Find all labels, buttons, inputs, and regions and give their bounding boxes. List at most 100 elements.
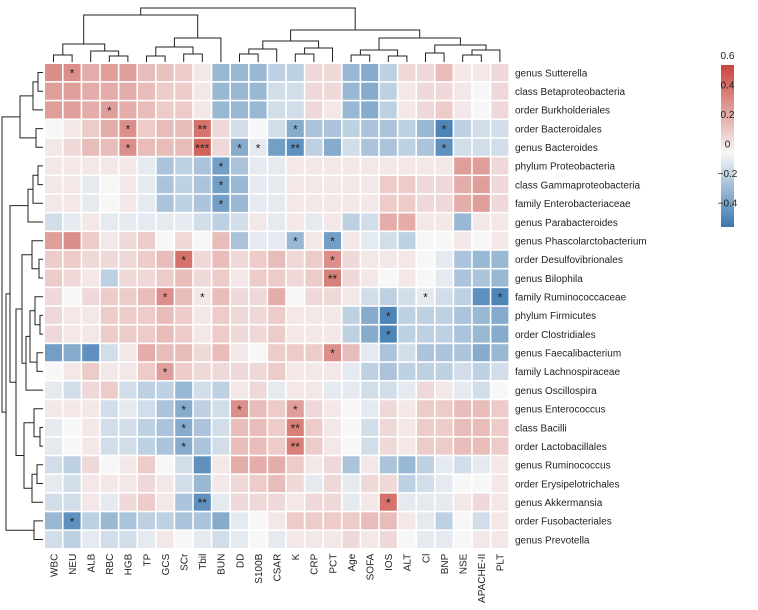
heatmap-cell <box>175 531 193 549</box>
heatmap-cell <box>175 512 193 530</box>
heatmap-cell <box>361 250 379 268</box>
heatmap-cell <box>45 474 62 493</box>
heatmap-cell <box>417 64 434 82</box>
heatmap-cell <box>342 362 360 380</box>
significance-markers: *** ** * ** *** * * ** ***** ** **** * * ****** * ** ***… <box>70 67 503 529</box>
heatmap-cell <box>454 512 472 530</box>
heatmap-cell <box>435 250 453 268</box>
heatmap-cell <box>249 269 267 287</box>
heatmap-cell <box>435 213 453 231</box>
heatmap-cell <box>63 232 81 250</box>
heatmap-cell <box>435 157 453 175</box>
heatmap-cell <box>361 213 379 231</box>
column-label: IOS <box>384 553 395 571</box>
heatmap-cell <box>249 325 267 343</box>
dendrogram-link <box>108 55 129 62</box>
heatmap-cell <box>472 512 490 530</box>
column-label: BNP <box>440 553 451 574</box>
heatmap-cell <box>231 344 248 362</box>
heatmap-cell <box>212 456 230 474</box>
row-label: class Betaproteobacteria <box>515 87 626 98</box>
heatmap-cell <box>119 362 137 380</box>
significance-star: * <box>386 496 391 510</box>
heatmap-cell <box>45 400 62 418</box>
heatmap-cell <box>231 138 248 156</box>
heatmap-cell <box>119 250 137 268</box>
heatmap-cell <box>286 493 304 511</box>
heatmap-cell <box>138 381 155 399</box>
heatmap-cell <box>305 512 323 530</box>
heatmap-cell <box>231 493 248 511</box>
heatmap-cell <box>138 456 155 474</box>
heatmap-cell <box>268 325 286 343</box>
heatmap-cell <box>342 288 360 306</box>
heatmap-cell <box>231 64 248 82</box>
heatmap-cell <box>286 400 304 418</box>
heatmap-cell <box>417 344 434 362</box>
heatmap-cell <box>286 250 304 268</box>
heatmap-cell <box>491 493 509 511</box>
heatmap-cell <box>193 120 211 138</box>
heatmap-cell <box>45 437 62 455</box>
heatmap-cell <box>45 64 62 82</box>
heatmap-cell <box>63 381 81 399</box>
heatmap-cell <box>45 344 62 362</box>
heatmap-cell <box>45 157 62 175</box>
row-label: genus Bilophila <box>515 274 583 285</box>
heatmap-cell <box>342 474 360 493</box>
heatmap-cell <box>417 176 434 194</box>
heatmap-cell <box>435 288 453 306</box>
heatmap-cell <box>175 101 193 119</box>
heatmap-cell <box>119 344 137 362</box>
heatmap-cell <box>305 474 323 493</box>
heatmap-cell <box>435 194 453 212</box>
dendrogram-link <box>1 116 20 413</box>
heatmap-cell <box>119 269 137 287</box>
heatmap-cell <box>156 213 174 231</box>
heatmap-cell <box>249 232 267 250</box>
heatmap-cell <box>193 512 211 530</box>
heatmap-cell <box>435 101 453 119</box>
heatmap-cell <box>156 456 174 474</box>
column-label: ALT <box>403 554 414 572</box>
colorbar: 0.6 0.4 0.2 0 −0.2 −0.4 <box>718 51 738 227</box>
heatmap-cell <box>45 269 62 287</box>
heatmap-cell <box>342 531 360 549</box>
heatmap-cell <box>379 306 397 324</box>
heatmap-cell <box>491 120 509 138</box>
heatmap-cell <box>379 437 397 455</box>
colorbar-tick-label: 0.6 <box>721 51 735 62</box>
heatmap-cell <box>324 269 341 287</box>
heatmap-cell <box>82 344 100 362</box>
heatmap-cell <box>175 232 193 250</box>
heatmap-cell <box>398 362 416 380</box>
heatmap-cell <box>398 344 416 362</box>
heatmap-cell <box>63 157 81 175</box>
heatmap-cell <box>324 64 341 82</box>
heatmap-cell <box>491 64 509 82</box>
heatmap-cell <box>491 176 509 194</box>
column-label: NEU <box>68 554 79 575</box>
heatmap-cell <box>212 325 230 343</box>
heatmap-cell <box>324 288 341 306</box>
heatmap-cell <box>63 437 81 455</box>
heatmap-cell <box>193 362 211 380</box>
dendrogram-link <box>19 95 36 139</box>
heatmap-cell <box>212 101 230 119</box>
column-label: BUN <box>217 554 228 575</box>
heatmap-cell <box>82 381 100 399</box>
heatmap-cell <box>379 138 397 156</box>
heatmap-cell <box>100 474 118 493</box>
heatmap-cell <box>193 306 211 324</box>
heatmap-cell <box>417 250 434 268</box>
heatmap-cell <box>212 493 230 511</box>
heatmap-cell <box>193 325 211 343</box>
dendrogram-link <box>62 43 106 55</box>
heatmap-cell <box>138 120 155 138</box>
heatmap-cell <box>324 493 341 511</box>
heatmap-cell <box>138 194 155 212</box>
heatmap-cell <box>156 362 174 380</box>
significance-star: * <box>126 123 131 137</box>
heatmap-cell <box>268 232 286 250</box>
heatmap-cell <box>138 288 155 306</box>
